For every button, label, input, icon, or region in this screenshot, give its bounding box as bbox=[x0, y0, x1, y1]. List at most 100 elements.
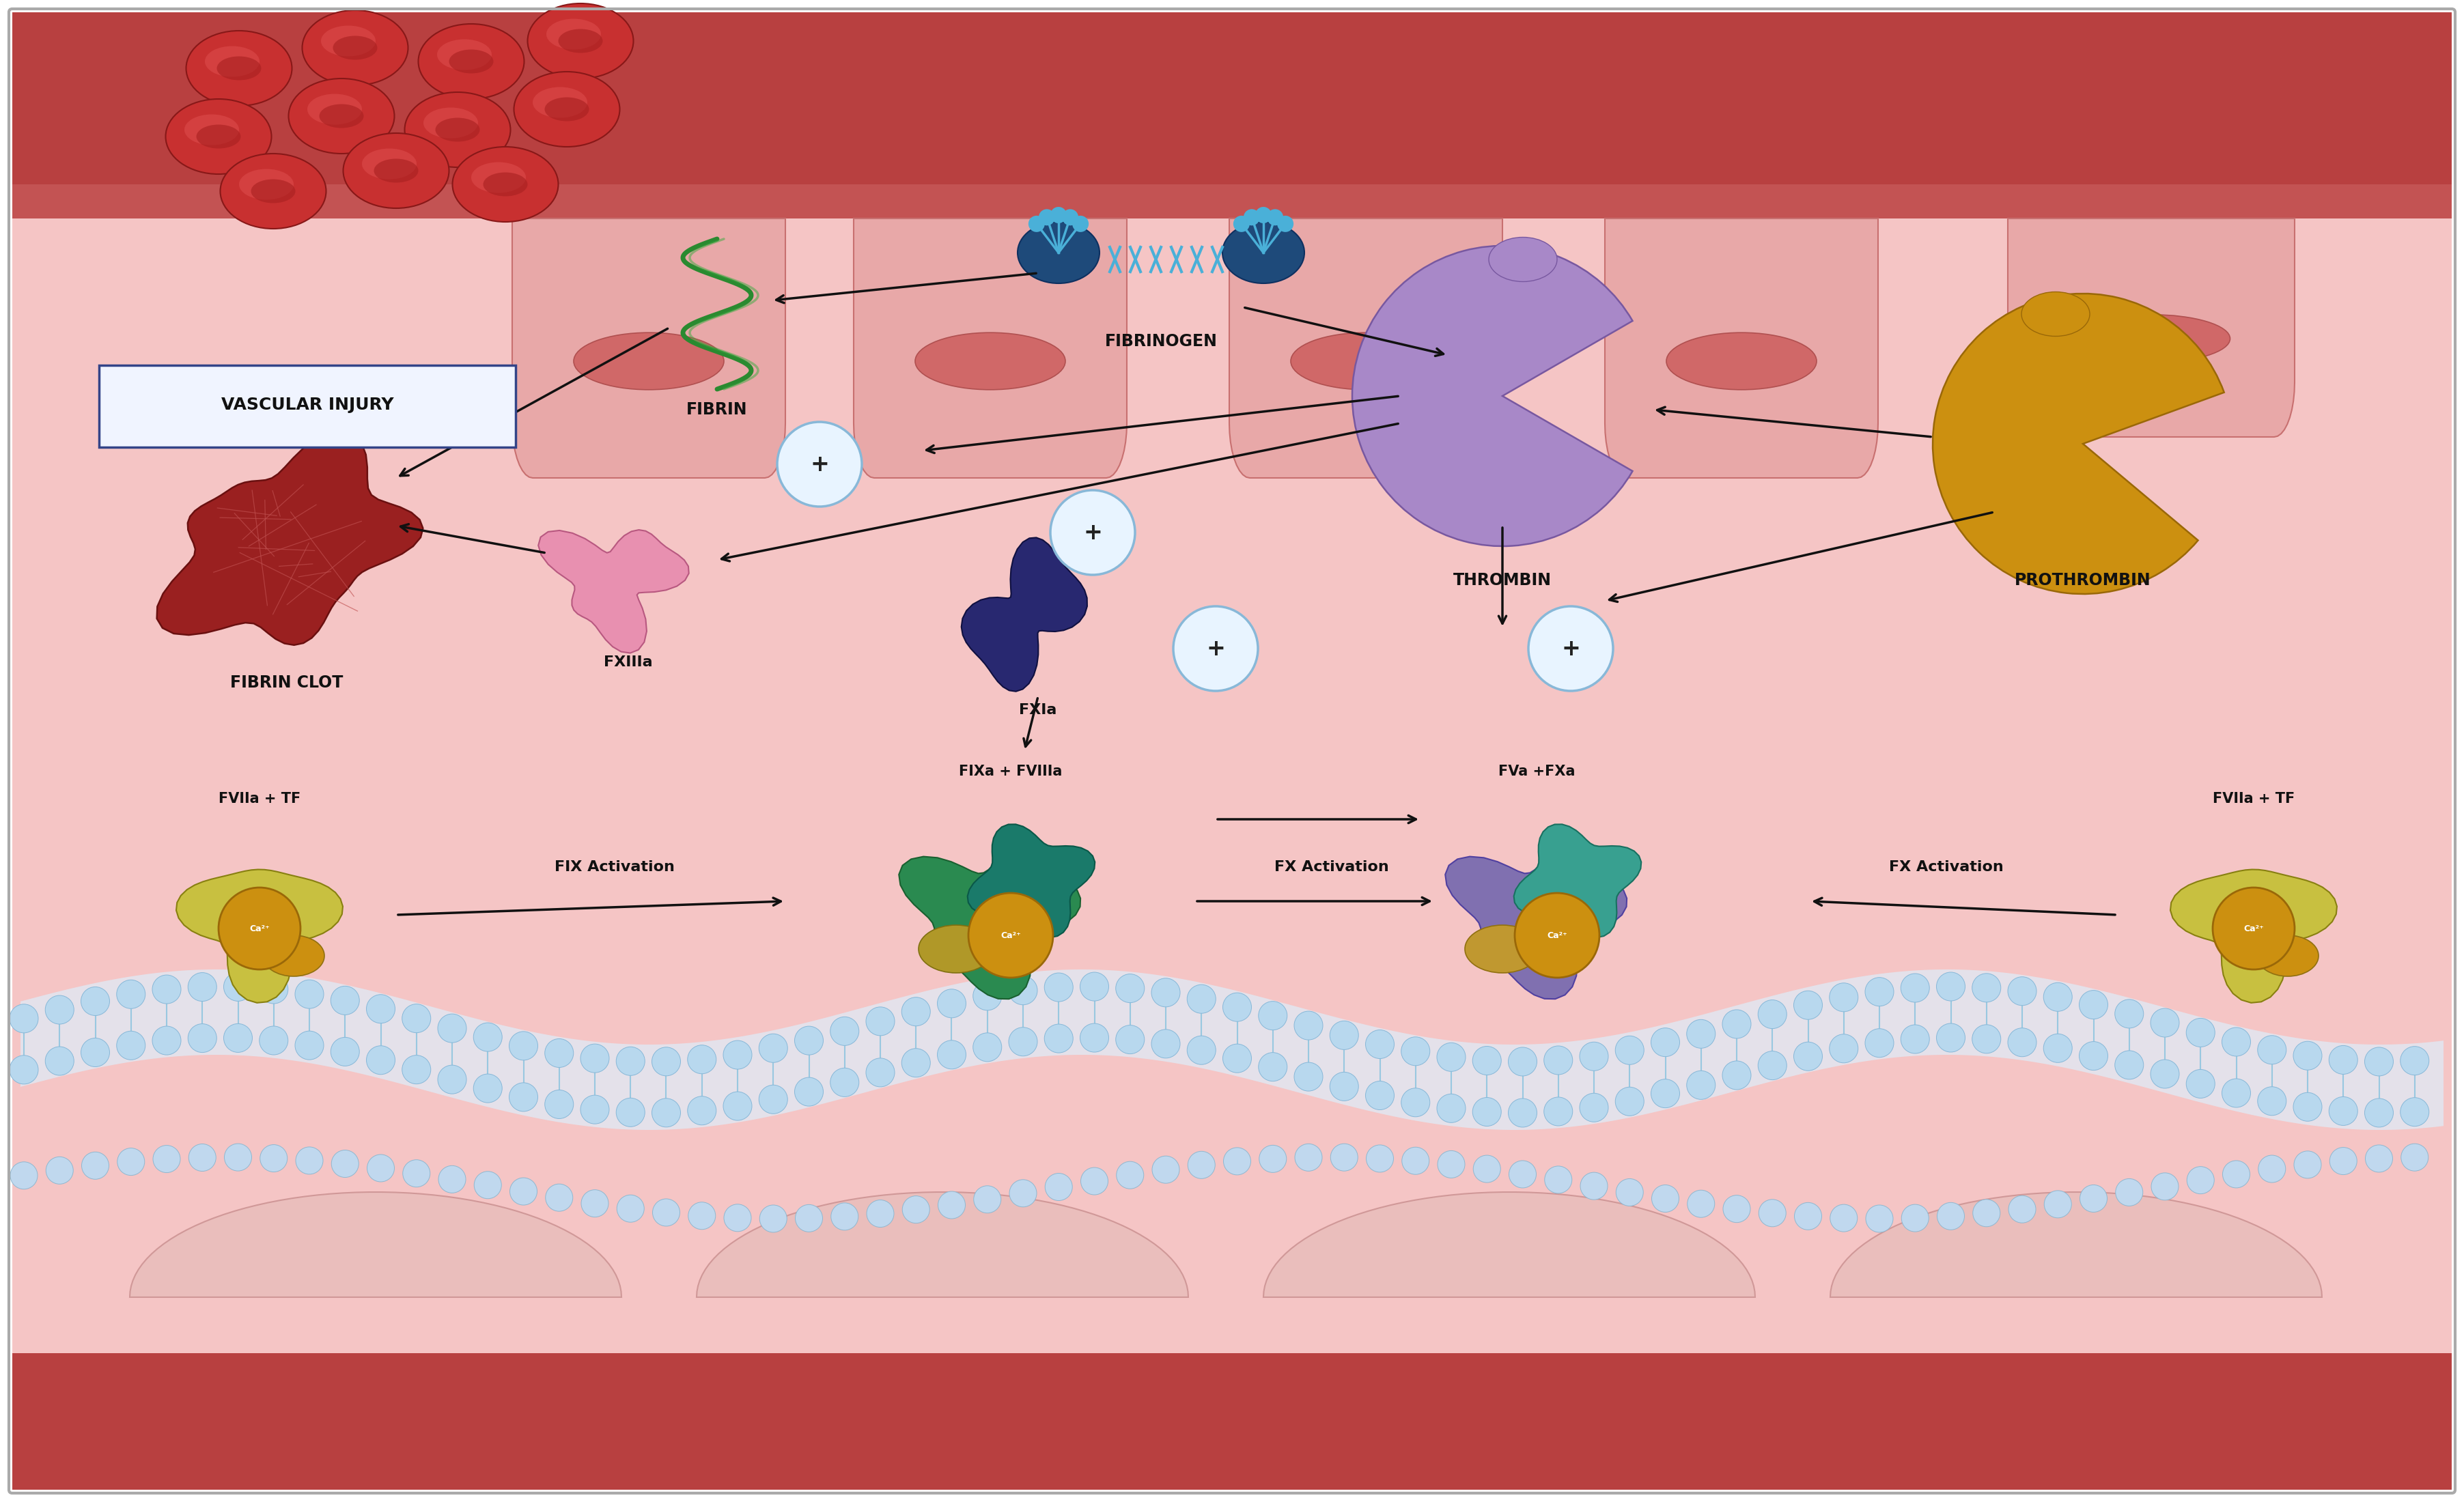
Wedge shape bbox=[1932, 293, 2225, 593]
Circle shape bbox=[2008, 976, 2035, 1005]
Circle shape bbox=[2151, 1008, 2178, 1036]
Circle shape bbox=[1222, 1044, 1252, 1072]
Text: FIXa + FVIIIa: FIXa + FVIIIa bbox=[958, 765, 1062, 778]
Circle shape bbox=[10, 1056, 39, 1084]
Circle shape bbox=[1865, 978, 1895, 1006]
Ellipse shape bbox=[288, 78, 394, 153]
Circle shape bbox=[2400, 1047, 2430, 1075]
Circle shape bbox=[1545, 1096, 1572, 1126]
Circle shape bbox=[2257, 1035, 2287, 1065]
Ellipse shape bbox=[2020, 291, 2089, 336]
Circle shape bbox=[582, 1044, 609, 1072]
Circle shape bbox=[724, 1205, 752, 1232]
Text: FVa +FXa: FVa +FXa bbox=[1498, 765, 1574, 778]
Circle shape bbox=[1294, 1011, 1323, 1039]
Circle shape bbox=[1616, 1179, 1643, 1206]
Ellipse shape bbox=[185, 114, 239, 146]
Circle shape bbox=[10, 1163, 37, 1190]
Circle shape bbox=[2008, 1196, 2035, 1223]
Circle shape bbox=[330, 1038, 360, 1066]
Circle shape bbox=[2400, 1143, 2430, 1172]
Circle shape bbox=[367, 994, 394, 1023]
Circle shape bbox=[1116, 1161, 1143, 1188]
Text: PROTHROMBIN: PROTHROMBIN bbox=[2016, 572, 2151, 589]
Circle shape bbox=[1757, 1051, 1786, 1080]
Circle shape bbox=[1688, 1190, 1715, 1218]
Circle shape bbox=[219, 888, 301, 969]
Circle shape bbox=[1616, 1036, 1643, 1065]
Circle shape bbox=[1276, 216, 1294, 231]
Circle shape bbox=[582, 1190, 609, 1217]
Ellipse shape bbox=[333, 36, 377, 60]
Circle shape bbox=[1259, 1145, 1286, 1173]
Circle shape bbox=[2043, 982, 2072, 1011]
Circle shape bbox=[1151, 1029, 1180, 1057]
Circle shape bbox=[1008, 976, 1037, 1005]
Text: FXIIIa: FXIIIa bbox=[604, 655, 653, 668]
Circle shape bbox=[1651, 1185, 1678, 1212]
Circle shape bbox=[1473, 1155, 1501, 1182]
Polygon shape bbox=[961, 538, 1087, 691]
Circle shape bbox=[939, 1191, 966, 1218]
Text: +: + bbox=[1205, 637, 1225, 659]
Circle shape bbox=[1365, 1030, 1395, 1059]
Circle shape bbox=[402, 1160, 431, 1187]
Circle shape bbox=[2114, 999, 2144, 1027]
Ellipse shape bbox=[515, 72, 621, 147]
Circle shape bbox=[830, 1017, 860, 1045]
Circle shape bbox=[1473, 1098, 1501, 1126]
Circle shape bbox=[653, 1047, 680, 1075]
Circle shape bbox=[2328, 1096, 2358, 1125]
Circle shape bbox=[153, 1026, 180, 1054]
Circle shape bbox=[1045, 1024, 1072, 1053]
Ellipse shape bbox=[1466, 925, 1540, 973]
Circle shape bbox=[1027, 216, 1045, 231]
Ellipse shape bbox=[362, 149, 416, 179]
Circle shape bbox=[2400, 1098, 2430, 1126]
Circle shape bbox=[1050, 207, 1067, 224]
Circle shape bbox=[776, 422, 862, 506]
Circle shape bbox=[1188, 1036, 1215, 1065]
Circle shape bbox=[1173, 607, 1259, 691]
Ellipse shape bbox=[527, 3, 633, 78]
Ellipse shape bbox=[436, 117, 480, 141]
Ellipse shape bbox=[914, 332, 1064, 389]
Circle shape bbox=[439, 1166, 466, 1193]
Circle shape bbox=[759, 1205, 786, 1232]
Circle shape bbox=[687, 1096, 717, 1125]
Circle shape bbox=[1040, 209, 1055, 225]
Polygon shape bbox=[697, 1193, 1188, 1298]
Circle shape bbox=[259, 975, 288, 1003]
Circle shape bbox=[936, 990, 966, 1018]
Circle shape bbox=[439, 1014, 466, 1042]
Ellipse shape bbox=[471, 162, 525, 192]
Polygon shape bbox=[1230, 218, 1503, 478]
Ellipse shape bbox=[919, 925, 993, 973]
Circle shape bbox=[1331, 1143, 1358, 1172]
Polygon shape bbox=[158, 431, 424, 644]
Text: FVIIa + TF: FVIIa + TF bbox=[2213, 792, 2294, 805]
Circle shape bbox=[153, 1146, 180, 1173]
Circle shape bbox=[1971, 973, 2001, 1002]
Circle shape bbox=[1579, 1173, 1607, 1200]
Circle shape bbox=[1545, 1045, 1572, 1074]
Circle shape bbox=[2080, 990, 2107, 1018]
Text: FIBRIN CLOT: FIBRIN CLOT bbox=[229, 674, 342, 691]
Circle shape bbox=[296, 1030, 323, 1060]
Circle shape bbox=[902, 1048, 931, 1077]
Circle shape bbox=[187, 1024, 217, 1053]
FancyBboxPatch shape bbox=[99, 365, 515, 448]
Circle shape bbox=[865, 1006, 894, 1035]
Polygon shape bbox=[899, 855, 1079, 999]
Text: FXIa: FXIa bbox=[1020, 703, 1057, 716]
Ellipse shape bbox=[448, 50, 493, 74]
Polygon shape bbox=[177, 870, 342, 1003]
Circle shape bbox=[10, 1005, 39, 1033]
Circle shape bbox=[2328, 1045, 2358, 1074]
Circle shape bbox=[902, 1196, 929, 1223]
Text: Ca²⁺: Ca²⁺ bbox=[1547, 931, 1567, 940]
Circle shape bbox=[1225, 1148, 1252, 1175]
Circle shape bbox=[724, 1092, 752, 1120]
Circle shape bbox=[1515, 894, 1599, 978]
Circle shape bbox=[224, 1024, 251, 1053]
